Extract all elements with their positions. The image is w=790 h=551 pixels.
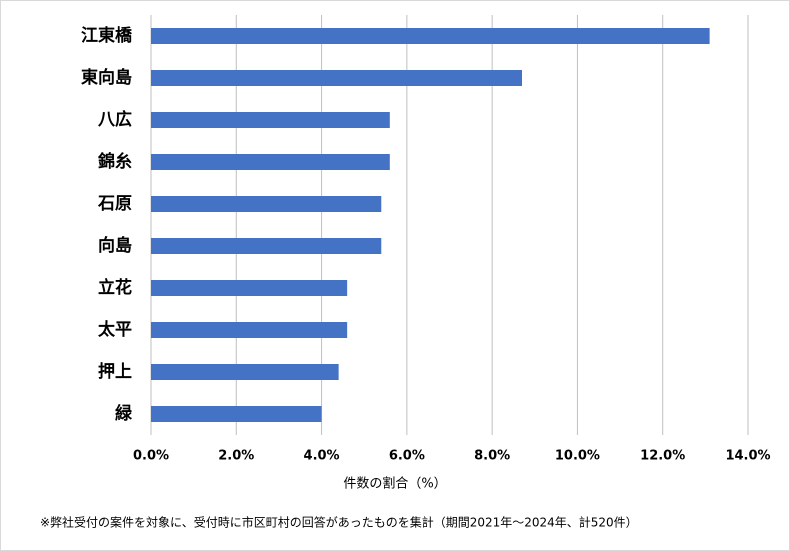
x-tick-label: 2.0%: [218, 449, 254, 464]
y-tick-label: 錦糸: [98, 151, 132, 172]
bar: [151, 154, 390, 170]
x-axis-title: 件数の割合（%）: [343, 476, 446, 492]
bar: [151, 406, 322, 422]
y-tick-label: 向島: [98, 235, 132, 256]
y-tick-label: 太平: [98, 319, 132, 340]
bar: [151, 238, 382, 254]
x-tick-label: 6.0%: [389, 449, 425, 464]
x-tick-label: 12.0%: [640, 449, 685, 464]
bar: [151, 112, 390, 128]
bar: [151, 280, 348, 296]
y-tick-label: 緑: [115, 403, 133, 424]
bar: [151, 70, 522, 86]
x-tick-label: 8.0%: [474, 449, 510, 464]
x-tick-label: 10.0%: [555, 449, 600, 464]
bar: [151, 28, 710, 44]
bar: [151, 196, 382, 212]
y-tick-label: 八広: [98, 109, 132, 130]
bar: [151, 322, 348, 338]
y-tick-label: 江東橋: [81, 25, 133, 46]
x-tick-label: 4.0%: [304, 449, 340, 464]
footnote: ※弊社受付の案件を対象に、受付時に市区町村の回答があったものを集計（期間2021…: [40, 515, 638, 530]
y-tick-label: 東向島: [81, 67, 132, 88]
x-tick-label: 0.0%: [133, 449, 169, 464]
y-tick-label: 石原: [97, 194, 132, 214]
y-tick-label: 押上: [98, 361, 132, 382]
bar: [151, 364, 339, 380]
y-tick-label: 立花: [98, 277, 132, 298]
x-tick-label: 14.0%: [725, 449, 770, 464]
